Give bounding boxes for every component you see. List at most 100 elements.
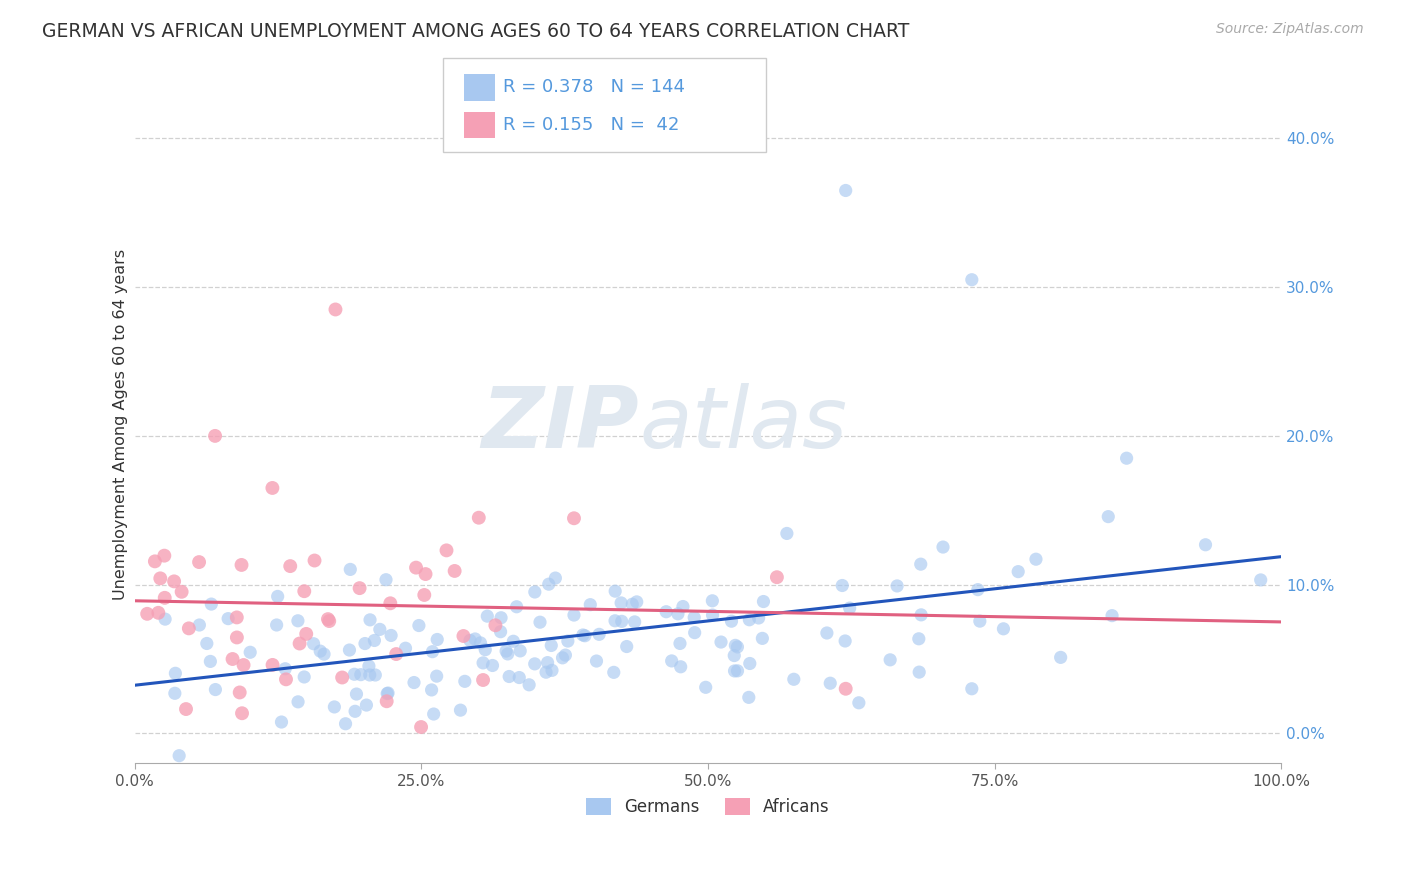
Point [375,687,398,701]
Point [436,543,458,558]
Point [724,638,747,652]
Point [537,577,560,591]
Point [562,608,585,623]
Point [420,682,443,697]
Point [481,658,503,673]
Point [621,597,644,611]
Point [464,632,486,646]
Point [375,694,398,708]
Point [344,704,367,718]
Point [330,671,353,685]
Point [225,631,247,645]
Point [287,614,309,628]
Point [1025,552,1047,566]
Point [603,614,626,628]
Point [287,695,309,709]
Point [163,686,186,700]
Point [304,553,326,567]
Point [838,601,860,615]
Point [848,696,870,710]
Point [380,596,402,610]
Point [188,618,211,632]
Point [669,636,692,650]
Point [498,669,520,683]
Point [288,636,311,650]
Point [335,716,357,731]
Point [474,642,496,657]
Point [359,668,381,682]
Point [356,698,378,712]
Point [350,667,373,681]
Point [776,526,799,541]
Y-axis label: Unemployment Among Ages 60 to 64 years: Unemployment Among Ages 60 to 64 years [114,249,128,600]
Point [702,608,724,623]
Point [588,627,610,641]
Point [339,643,361,657]
Point [661,654,683,668]
Point [426,632,449,647]
Point [907,632,929,646]
Point [274,662,297,676]
Point [960,681,983,696]
Point [413,588,436,602]
Point [616,640,638,654]
Point [422,645,444,659]
Point [610,615,633,629]
Text: GERMAN VS AFRICAN UNEMPLOYMENT AMONG AGES 60 TO 64 YEARS CORRELATION CHART: GERMAN VS AFRICAN UNEMPLOYMENT AMONG AGE… [42,22,910,41]
Point [534,665,557,680]
Point [380,628,402,642]
Point [932,540,955,554]
Point [517,678,540,692]
Point [149,571,172,585]
Point [725,640,748,654]
Point [966,582,988,597]
Point [738,690,761,705]
Point [136,607,159,621]
Point [669,660,692,674]
Point [405,560,427,574]
Point [292,584,315,599]
Point [343,667,366,681]
Point [174,702,197,716]
Point [468,510,491,524]
Point [349,581,371,595]
Point [834,681,856,696]
Point [1097,509,1119,524]
Point [574,629,596,643]
Point [221,652,243,666]
Point [536,656,558,670]
Point [748,611,770,625]
Point [766,570,789,584]
Point [239,645,262,659]
Point [228,685,250,699]
Point [1101,608,1123,623]
Point [752,594,775,608]
Point [815,626,838,640]
Point [472,656,495,670]
Point [834,184,856,198]
Point [610,596,633,610]
Point [751,632,773,646]
Point [385,647,408,661]
Point [910,607,932,622]
Text: ZIP: ZIP [482,384,640,467]
Point [723,648,745,663]
Point [626,595,648,609]
Point [557,634,579,648]
Point [1115,451,1137,466]
Point [879,653,901,667]
Point [502,634,524,648]
Point [312,647,335,661]
Point [1194,538,1216,552]
Point [834,634,856,648]
Point [231,706,253,721]
Point [204,682,226,697]
Point [710,635,733,649]
Point [623,615,645,629]
Point [346,687,368,701]
Point [727,664,749,678]
Point [415,567,437,582]
Point [603,665,626,680]
Point [508,671,530,685]
Point [544,571,567,585]
